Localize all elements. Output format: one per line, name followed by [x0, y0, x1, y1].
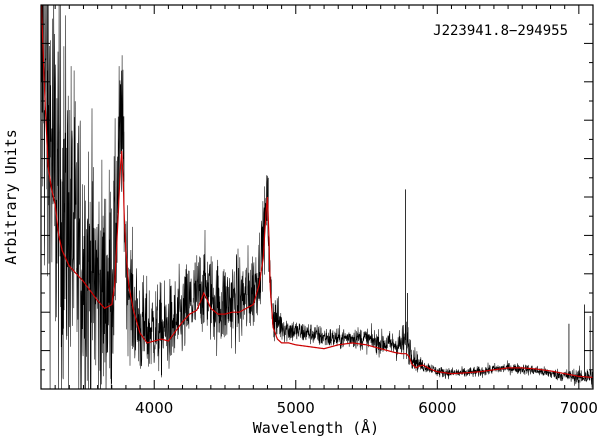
x-tick-label-4000: 4000 [135, 399, 173, 417]
model-fit-line [41, 5, 593, 379]
x-tick-label-6000: 6000 [418, 399, 456, 417]
observed-spectrum-line [41, 5, 593, 389]
y-axis-title: Arbitrary Units [2, 129, 20, 264]
x-tick-label-7000: 7000 [560, 399, 598, 417]
x-axis-tick-labels: 4000 5000 6000 7000 [135, 399, 598, 417]
x-axis-title: Wavelength (Å) [253, 418, 379, 437]
object-name-label: J223941.8−294955 [433, 23, 568, 39]
y-axis-ticks [41, 4, 593, 390]
x-axis-ticks [40, 5, 594, 389]
x-tick-label-5000: 5000 [277, 399, 315, 417]
plot-area [41, 5, 593, 389]
